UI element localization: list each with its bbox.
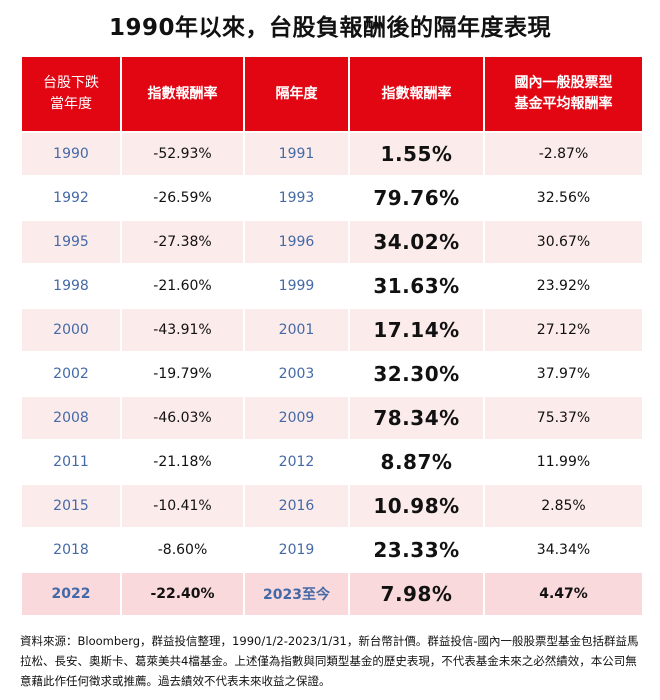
next-year-cell: 1991 xyxy=(245,133,348,175)
header-next-return: 指數報酬率 xyxy=(350,57,483,131)
down-return-cell: -43.91% xyxy=(122,309,243,351)
next-year-cell: 1996 xyxy=(245,221,348,263)
next-return-cell: 32.30% xyxy=(350,353,483,395)
down-year-cell: 2018 xyxy=(22,529,120,571)
next-return-cell: 31.63% xyxy=(350,265,483,307)
table-row: 1995 -27.38% 1996 34.02% 30.67% xyxy=(22,221,642,263)
table-row: 2008 -46.03% 2009 78.34% 75.37% xyxy=(22,397,642,439)
fund-return-cell: 30.67% xyxy=(485,221,642,263)
header-down-return: 指數報酬率 xyxy=(122,57,243,131)
next-year-cell: 1999 xyxy=(245,265,348,307)
next-return-cell: 1.55% xyxy=(350,133,483,175)
down-year-cell: 1992 xyxy=(22,177,120,219)
table-header: 台股下跌 當年度 指數報酬率 隔年度 指數報酬率 國內一般股票型 基金平均報酬率 xyxy=(22,57,642,131)
next-year-cell: 2003 xyxy=(245,353,348,395)
page-title: 1990年以來，台股負報酬後的隔年度表現 xyxy=(108,15,551,41)
next-year-cell: 2012 xyxy=(245,441,348,483)
next-year-cell: 1993 xyxy=(245,177,348,219)
fund-return-cell: 32.56% xyxy=(485,177,642,219)
fund-return-cell: -2.87% xyxy=(485,133,642,175)
down-year-cell: 2011 xyxy=(22,441,120,483)
next-return-cell: 78.34% xyxy=(350,397,483,439)
fund-return-cell: 37.97% xyxy=(485,353,642,395)
returns-table: 台股下跌 當年度 指數報酬率 隔年度 指數報酬率 國內一般股票型 基金平均報酬率 1… xyxy=(20,55,644,617)
down-year-cell: 2022 xyxy=(22,573,120,615)
table-row: 1990 -52.93% 1991 1.55% -2.87% xyxy=(22,133,642,175)
fund-return-cell: 4.47% xyxy=(485,573,642,615)
table-body: 1990 -52.93% 1991 1.55% -2.87% 1992 -26.59% 199… xyxy=(22,133,642,615)
header-down-year: 台股下跌 當年度 xyxy=(22,57,120,131)
down-return-cell: -21.18% xyxy=(122,441,243,483)
footnote: 資料來源：Bloomberg，群益投信整理，1990/1/2-2023/1/31… xyxy=(20,634,639,688)
table-row: 2015 -10.41% 2016 10.98% 2.85% xyxy=(22,485,642,527)
fund-return-cell: 11.99% xyxy=(485,441,642,483)
down-return-cell: -26.59% xyxy=(122,177,243,219)
fund-return-cell: 2.85% xyxy=(485,485,642,527)
fund-return-cell: 23.92% xyxy=(485,265,642,307)
next-return-cell: 7.98% xyxy=(350,573,483,615)
next-return-cell: 34.02% xyxy=(350,221,483,263)
next-year-cell: 2019 xyxy=(245,529,348,571)
next-year-cell: 2016 xyxy=(245,485,348,527)
table-row: 2022 -22.40% 2023至今 7.98% 4.47% xyxy=(22,573,642,615)
next-return-cell: 23.33% xyxy=(350,529,483,571)
down-year-cell: 2015 xyxy=(22,485,120,527)
down-return-cell: -27.38% xyxy=(122,221,243,263)
table-row: 1998 -21.60% 1999 31.63% 23.92% xyxy=(22,265,642,307)
down-year-cell: 2002 xyxy=(22,353,120,395)
next-year-cell: 2023至今 xyxy=(245,573,348,615)
down-year-cell: 1998 xyxy=(22,265,120,307)
next-return-cell: 17.14% xyxy=(350,309,483,351)
next-year-cell: 2009 xyxy=(245,397,348,439)
fund-return-cell: 34.34% xyxy=(485,529,642,571)
down-return-cell: -8.60% xyxy=(122,529,243,571)
header-row: 台股下跌 當年度 指數報酬率 隔年度 指數報酬率 國內一般股票型 基金平均報酬率 xyxy=(22,57,642,131)
table-row: 2000 -43.91% 2001 17.14% 27.12% xyxy=(22,309,642,351)
header-next-year: 隔年度 xyxy=(245,57,348,131)
table-row: 2002 -19.79% 2003 32.30% 37.97% xyxy=(22,353,642,395)
down-return-cell: -21.60% xyxy=(122,265,243,307)
next-return-cell: 10.98% xyxy=(350,485,483,527)
fund-return-cell: 27.12% xyxy=(485,309,642,351)
next-year-cell: 2001 xyxy=(245,309,348,351)
down-year-cell: 1990 xyxy=(22,133,120,175)
down-return-cell: -52.93% xyxy=(122,133,243,175)
fund-return-cell: 75.37% xyxy=(485,397,642,439)
header-fund-return: 國內一般股票型 基金平均報酬率 xyxy=(485,57,642,131)
table-row: 1992 -26.59% 1993 79.76% 32.56% xyxy=(22,177,642,219)
table-row: 2018 -8.60% 2019 23.33% 34.34% xyxy=(22,529,642,571)
down-return-cell: -19.79% xyxy=(122,353,243,395)
down-year-cell: 2008 xyxy=(22,397,120,439)
next-return-cell: 8.87% xyxy=(350,441,483,483)
table-row: 2011 -21.18% 2012 8.87% 11.99% xyxy=(22,441,642,483)
down-year-cell: 2000 xyxy=(22,309,120,351)
next-return-cell: 79.76% xyxy=(350,177,483,219)
down-return-cell: -46.03% xyxy=(122,397,243,439)
down-year-cell: 1995 xyxy=(22,221,120,263)
down-return-cell: -10.41% xyxy=(122,485,243,527)
down-return-cell: -22.40% xyxy=(122,573,243,615)
